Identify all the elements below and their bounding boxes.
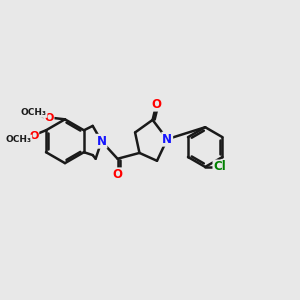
Text: O: O: [29, 130, 38, 140]
Text: O: O: [112, 168, 122, 181]
Text: Cl: Cl: [213, 160, 226, 173]
Text: N: N: [162, 133, 172, 146]
Text: OCH₃: OCH₃: [5, 135, 31, 144]
Text: OCH₃: OCH₃: [21, 108, 47, 117]
Text: O: O: [152, 98, 161, 111]
Text: N: N: [97, 135, 106, 148]
Text: O: O: [44, 113, 54, 123]
